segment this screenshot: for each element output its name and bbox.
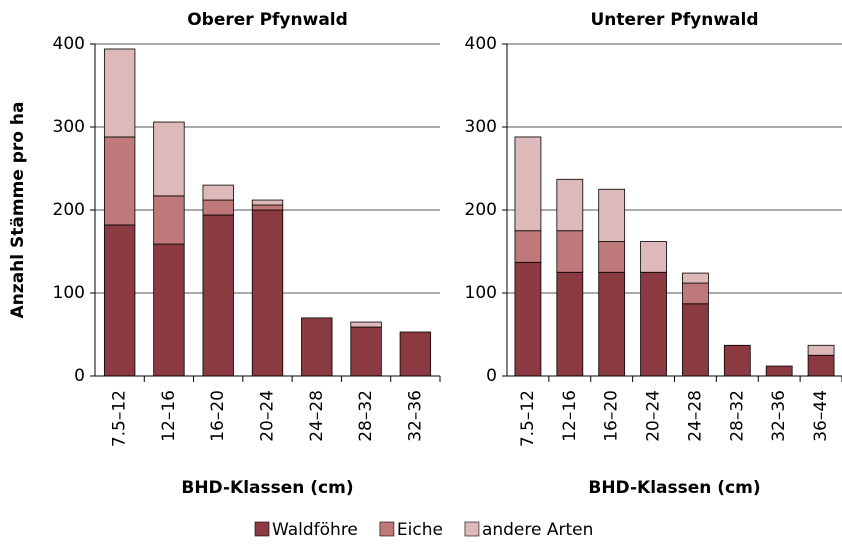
bar [682, 282, 709, 305]
x-tick-label: 24–28 [307, 390, 327, 442]
bar [807, 354, 835, 377]
legend-label: Eiche [397, 520, 443, 540]
x-axis-label: BHD-Klassen (cm) [181, 478, 353, 498]
bar [399, 331, 432, 377]
bar [251, 199, 284, 206]
bar [514, 261, 542, 377]
bar [301, 317, 333, 377]
bar [598, 271, 626, 377]
legend-label: Waldföhre [272, 520, 358, 540]
bar [350, 326, 382, 377]
bar [765, 365, 793, 377]
bar [103, 48, 136, 138]
bar [202, 199, 234, 216]
x-tick-label: 12–16 [560, 390, 580, 442]
x-tick-label: 12–16 [159, 390, 179, 442]
bar [153, 243, 185, 377]
bar [723, 344, 751, 377]
x-tick-label: 7.5–12 [518, 390, 538, 447]
y-tick-label: 200 [53, 200, 85, 220]
x-tick-label: 32–36 [405, 390, 425, 442]
y-tick-label: 0 [74, 366, 85, 386]
y-tick-label: 300 [53, 117, 85, 137]
legend-swatch [254, 521, 270, 537]
bar [514, 230, 542, 263]
bar [202, 184, 234, 201]
x-tick-label: 16–20 [208, 390, 228, 442]
x-tick-label: 36–44 [811, 390, 831, 442]
y-tick-label: 200 [465, 200, 497, 220]
legend-label: andere Arten [482, 520, 593, 540]
y-axis-label: Anzahl Stämme pro ha [8, 102, 28, 319]
x-tick-label: 24–28 [685, 390, 705, 442]
bar [640, 271, 667, 377]
bar [598, 188, 626, 242]
bar [807, 344, 835, 356]
x-tick-label: 28–32 [727, 390, 747, 442]
y-tick-label: 100 [465, 283, 497, 303]
legend-swatch [464, 521, 480, 537]
bar [103, 224, 136, 377]
bar [682, 272, 709, 284]
x-tick-label: 28–32 [356, 390, 376, 442]
y-tick-label: 400 [53, 34, 85, 54]
bar [514, 136, 542, 232]
bar [153, 195, 185, 245]
bar [556, 230, 584, 273]
chart-title: Unterer Pfynwald [591, 10, 759, 30]
x-tick-label: 16–20 [602, 390, 622, 442]
x-tick-label: 20–24 [644, 390, 664, 442]
bar [556, 178, 584, 232]
legend-swatch [379, 521, 395, 537]
x-tick-label: 32–36 [769, 390, 789, 442]
bar [153, 121, 185, 197]
y-tick-label: 100 [53, 283, 85, 303]
bar [103, 136, 136, 226]
x-axis-label: BHD-Klassen (cm) [588, 478, 760, 498]
chart-title: Oberer Pfynwald [187, 10, 348, 30]
bar [640, 241, 667, 273]
y-tick-label: 400 [465, 34, 497, 54]
y-tick-label: 0 [486, 366, 497, 386]
y-tick-label: 300 [465, 117, 497, 137]
bar [682, 303, 709, 377]
bar [251, 209, 284, 377]
bar [251, 204, 284, 211]
bar [202, 214, 234, 377]
bar [350, 321, 382, 328]
x-tick-label: 7.5–12 [110, 390, 130, 447]
bar [556, 271, 584, 377]
bar [598, 241, 626, 273]
x-tick-label: 20–24 [258, 390, 278, 442]
